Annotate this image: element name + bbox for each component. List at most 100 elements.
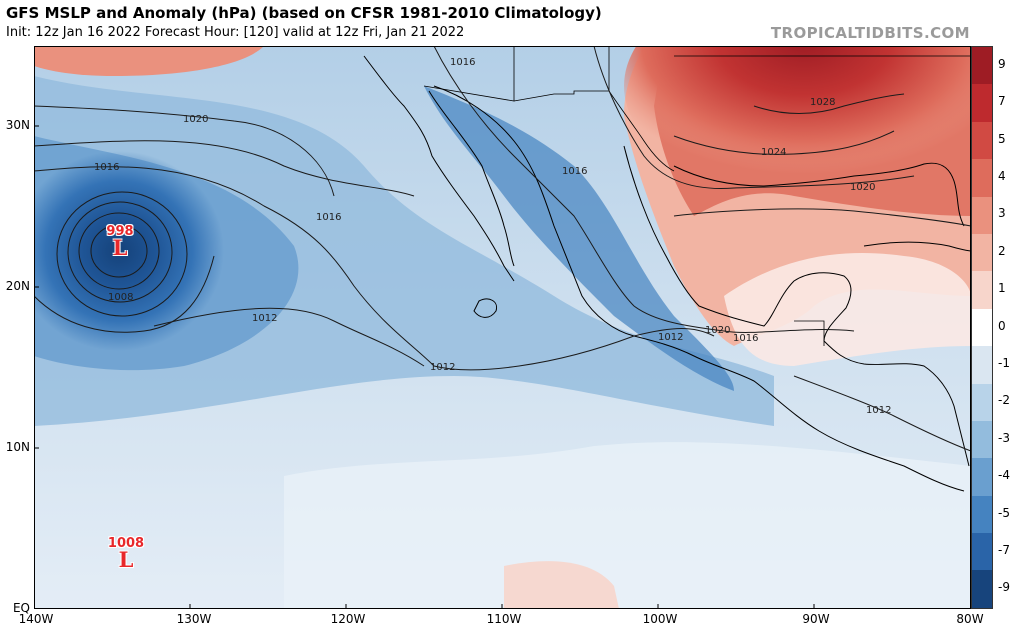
- low-pressure-label: 1008 L: [104, 536, 148, 570]
- coastlines: [363, 55, 971, 492]
- cuba: [863, 241, 971, 252]
- colorbar-label: 4: [998, 168, 1006, 183]
- anomaly-region-gulf: [724, 252, 971, 366]
- isobar-label: 1008: [108, 292, 134, 303]
- colorbar-segment: [972, 346, 992, 384]
- isobar-label: 1012: [658, 332, 684, 343]
- anomaly-region-light: [284, 442, 971, 609]
- isobar-1016b: [433, 46, 855, 333]
- baja-west-coast: [363, 55, 515, 282]
- high-anomaly-core: [624, 46, 971, 196]
- lon-label: 90W: [802, 612, 830, 626]
- map-frame: [34, 46, 971, 609]
- colorbar-label: 1: [998, 281, 1006, 296]
- colorbar-segment: [972, 121, 992, 160]
- isobar-1024: [673, 130, 895, 155]
- colorbar-label: -2: [998, 393, 1010, 408]
- isobar-label: 1016: [94, 162, 120, 173]
- isobar-ring: [56, 191, 188, 317]
- isobar-label: 1016: [450, 57, 476, 68]
- low-pressure-symbol: L: [112, 235, 128, 260]
- colorbar-segment: [972, 159, 992, 197]
- lat-label: 10N: [5, 440, 30, 454]
- colorbar-segment: [972, 570, 992, 608]
- isobar-1020b: [593, 46, 915, 189]
- colorbar-label: -5: [998, 505, 1010, 520]
- border-rio: [608, 90, 675, 172]
- colorbar-segment: [972, 308, 992, 347]
- isobar-label: 1016: [562, 166, 588, 177]
- isobar-label: 1012: [252, 313, 278, 324]
- low-pressure-value: 998: [106, 224, 134, 239]
- lat-label: 30N: [5, 118, 30, 132]
- colorbar-label: -4: [998, 468, 1010, 483]
- isobar-1012b: [153, 307, 425, 367]
- us-gulf-coast: [673, 162, 965, 227]
- colorbar-label: 5: [998, 131, 1006, 146]
- borders: [423, 46, 971, 346]
- map-panel: [34, 46, 971, 609]
- isobar-label: 1012: [430, 362, 456, 373]
- lon-label: 140W: [18, 612, 54, 626]
- isobar-1020: [34, 105, 335, 197]
- colorbar-label: 2: [998, 243, 1006, 258]
- isobars: [34, 46, 971, 452]
- gulf-coast-mexico: [623, 145, 852, 342]
- isobar-1008: [34, 255, 215, 333]
- isobar-1028: [753, 93, 905, 114]
- low-pressure-label: 998 L: [100, 224, 140, 260]
- border-belize: [794, 320, 825, 346]
- mexico-pacific-coast: [433, 85, 965, 492]
- isobar-label: 1020: [705, 325, 731, 336]
- isobar-1020c: [673, 208, 971, 227]
- anomaly-region-nw: [34, 46, 264, 76]
- watermark: TROPICALTIDBITS.COM: [770, 24, 970, 42]
- colorbar-segment: [972, 533, 992, 571]
- isobar-label: 1020: [850, 182, 876, 193]
- colorbar-label: -3: [998, 430, 1010, 445]
- colorbar-segment: [972, 271, 992, 309]
- colorbar-label: -7: [998, 542, 1010, 557]
- isobar-1016: [34, 140, 415, 197]
- colorbar-segment: [972, 84, 992, 122]
- map-subtitle: Init: 12z Jan 16 2022 Forecast Hour: [12…: [6, 25, 465, 40]
- isobar-label: 1012: [866, 405, 892, 416]
- colorbar-label: -1: [998, 355, 1010, 370]
- isobar-label: 1016: [733, 333, 759, 344]
- isobar-ring: [67, 201, 173, 303]
- colorbar-segment: [972, 196, 992, 234]
- lat-label: EQ: [12, 601, 30, 615]
- colorbar: [971, 46, 993, 609]
- colorbar-segment: [972, 47, 992, 85]
- colorbar-segment: [972, 420, 992, 459]
- central-america-caribbean: [823, 340, 970, 467]
- lon-label: 120W: [330, 612, 366, 626]
- lat-label: 20N: [5, 279, 30, 293]
- lon-label: 80W: [956, 612, 984, 626]
- colorbar-label: 7: [998, 94, 1006, 109]
- colorbar-label: 9: [998, 56, 1006, 71]
- isobar-1012c: [793, 375, 971, 452]
- isobar-1012: [34, 166, 715, 371]
- lon-label: 100W: [642, 612, 678, 626]
- isobar-label: 1016: [316, 212, 342, 223]
- colorbar-segment: [972, 233, 992, 272]
- colorbar-label: 0: [998, 318, 1006, 333]
- lon-label: 110W: [486, 612, 522, 626]
- colorbar-label: 3: [998, 206, 1006, 221]
- low-center-shading: [34, 151, 224, 351]
- colorbar-segment: [972, 458, 992, 496]
- colorbar-segment: [972, 383, 992, 421]
- island: [473, 298, 498, 318]
- border-2: [513, 46, 610, 102]
- colorbar-segment: [972, 495, 992, 534]
- isobar-label: 1020: [183, 114, 209, 125]
- low-pressure-value: 1008: [107, 536, 145, 551]
- isobar-label: 1028: [810, 97, 836, 108]
- baja-east-coast: [428, 90, 515, 267]
- lon-label: 130W: [176, 612, 212, 626]
- anomaly-region-pink: [504, 561, 619, 609]
- map-title: GFS MSLP and Anomaly (hPa) (based on CFS…: [6, 4, 602, 22]
- isobar-label: 1024: [761, 147, 787, 158]
- colorbar-label: -9: [998, 580, 1010, 595]
